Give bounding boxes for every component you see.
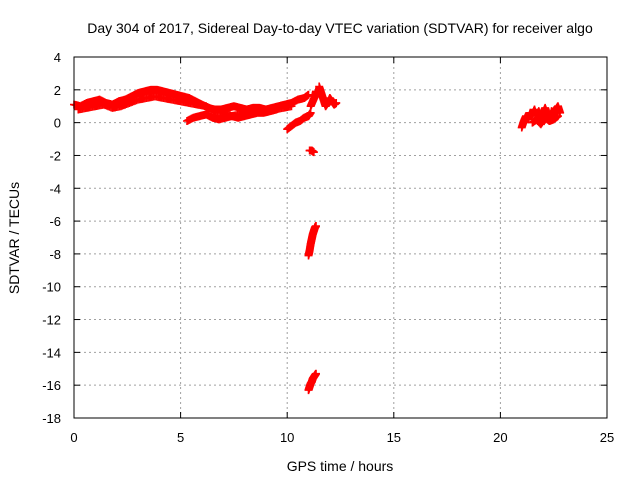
plot-frame — [73, 56, 608, 419]
data-point — [309, 148, 318, 157]
y-tick-label: -2 — [49, 148, 61, 163]
data-point — [553, 112, 562, 121]
grid — [74, 57, 607, 418]
y-tick-label: -18 — [42, 411, 61, 426]
y-tick-label: -6 — [49, 214, 61, 229]
y-tick-label: 0 — [54, 116, 61, 131]
y-tick-label: -4 — [49, 181, 61, 196]
x-tick-label: 10 — [280, 430, 294, 445]
y-tick-label: -8 — [49, 247, 61, 262]
data-point — [272, 105, 281, 114]
y-tick-label: -14 — [42, 345, 61, 360]
chart-title: Day 304 of 2017, Sidereal Day-to-day VTE… — [87, 20, 593, 36]
data-point — [304, 90, 313, 99]
data-point — [287, 102, 296, 111]
x-tick-label: 0 — [70, 430, 77, 445]
y-axis-label: SDTVAR / TECUs — [6, 182, 22, 294]
x-tick-label: 5 — [177, 430, 184, 445]
y-tick-label: 4 — [54, 50, 61, 65]
y-tick-label: 2 — [54, 83, 61, 98]
data-point — [311, 222, 320, 231]
y-tick-label: -16 — [42, 378, 61, 393]
y-tick-label: -10 — [42, 280, 61, 295]
data-point — [332, 98, 341, 107]
data-points — [70, 82, 565, 395]
y-tick-label: -12 — [42, 313, 61, 328]
x-tick-label: 20 — [493, 430, 507, 445]
x-axis-label: GPS time / hours — [287, 458, 394, 474]
data-point — [311, 369, 320, 378]
x-tick-label: 15 — [387, 430, 401, 445]
x-tick-label: 25 — [600, 430, 614, 445]
